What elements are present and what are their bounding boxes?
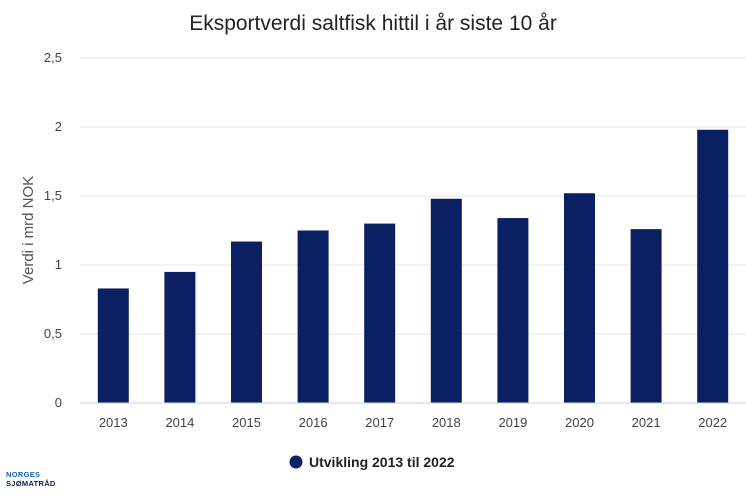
bar-2013[interactable] <box>97 288 129 403</box>
x-tick-label: 2021 <box>632 415 661 430</box>
logo-line-1: NORGES <box>6 470 41 479</box>
x-tick-label: 2018 <box>432 415 461 430</box>
bar-2017[interactable] <box>364 223 396 403</box>
x-tick-label: 2017 <box>365 415 394 430</box>
bar-2018[interactable] <box>430 198 462 403</box>
y-tick-label: 1,5 <box>44 188 62 203</box>
bar-2022[interactable] <box>697 129 729 403</box>
y-axis-label: Verdi i mrd NOK <box>20 176 37 284</box>
bar-2021[interactable] <box>630 229 662 403</box>
bar-2014[interactable] <box>164 271 196 403</box>
bar-2020[interactable] <box>564 193 595 403</box>
bar-2015[interactable] <box>231 241 262 403</box>
bar-2016[interactable] <box>297 230 329 404</box>
y-tick-label: 1 <box>55 257 62 272</box>
x-tick-label: 2020 <box>565 415 594 430</box>
x-tick-label: 2013 <box>99 415 128 430</box>
norges-sjomatrad-logo: NORGES SJØMATRÅD <box>6 470 56 488</box>
x-axis-ticks: 2013 2014 2015 2016 2017 2018 2019 2020 2021 2022 <box>99 415 727 430</box>
bars <box>97 129 729 404</box>
x-tick-label: 2022 <box>698 415 727 430</box>
legend-label: Utvikling 2013 til 2022 <box>309 454 455 470</box>
logo-line-2: SJØMATRÅD <box>6 479 56 488</box>
y-tick-label: 2 <box>55 119 62 134</box>
y-tick-label: 0 <box>55 395 62 410</box>
chart-title: Eksportverdi saltfisk hittil i år siste … <box>189 12 557 35</box>
y-tick-label: 2,5 <box>44 50 62 65</box>
x-tick-label: 2016 <box>299 415 328 430</box>
legend[interactable]: Utvikling 2013 til 2022 <box>289 454 455 470</box>
x-tick-label: 2014 <box>165 415 194 430</box>
bar-2019[interactable] <box>497 218 529 403</box>
y-tick-label: 0,5 <box>44 326 62 341</box>
x-tick-label: 2019 <box>498 415 527 430</box>
y-axis-ticks: 0 0,5 1 1,5 2 2,5 <box>44 50 62 410</box>
legend-marker <box>289 455 303 469</box>
x-tick-label: 2015 <box>232 415 261 430</box>
